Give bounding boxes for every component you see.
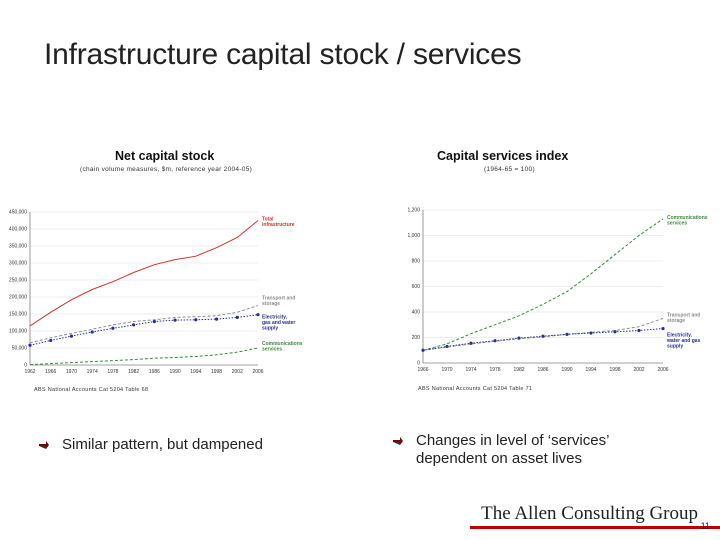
y-tick-label: 200 bbox=[412, 335, 421, 341]
x-tick-label: 2002 bbox=[232, 369, 243, 375]
x-tick-label: 1970 bbox=[441, 367, 452, 373]
bullet-arrow-icon bbox=[393, 437, 403, 445]
x-tick-label: 1998 bbox=[609, 367, 620, 373]
data-point-electricity-water-and-gas-supply bbox=[613, 330, 617, 334]
net-capital-stock-chart: 0 50,000 100,000 150,000 200,000 250,000 300,0… bbox=[9, 210, 303, 375]
right-chart-title: Capital services index bbox=[437, 149, 569, 163]
bullet-text: Similar pattern, but dampened bbox=[62, 436, 263, 453]
x-tick-label: 1974 bbox=[465, 367, 476, 373]
data-point-electricity-water-and-gas-supply bbox=[421, 348, 425, 352]
x-tick-label: 2002 bbox=[633, 367, 644, 373]
right-chart-subtitle: (1964-65 = 100) bbox=[484, 166, 535, 173]
y-tick-label: 300,000 bbox=[9, 261, 27, 267]
x-tick-label: 1966 bbox=[45, 369, 56, 375]
x-tick-label: 1974 bbox=[87, 369, 98, 375]
series-line-electricity-gas-and-water-supply bbox=[29, 314, 259, 346]
data-point-electricity-gas-and-water-supply bbox=[28, 343, 32, 347]
x-tick-label: 1994 bbox=[190, 369, 201, 375]
y-tick-label: 0 bbox=[417, 361, 420, 367]
data-point-electricity-water-and-gas-supply bbox=[589, 331, 593, 335]
data-point-electricity-gas-and-water-supply bbox=[194, 318, 198, 322]
x-tick-label: 1978 bbox=[489, 367, 500, 373]
x-tick-label: 1986 bbox=[149, 369, 160, 375]
x-tick-label: 2006 bbox=[657, 367, 668, 373]
x-tick-label: 1994 bbox=[585, 367, 596, 373]
x-tick-label: 1990 bbox=[561, 367, 572, 373]
data-point-electricity-water-and-gas-supply bbox=[565, 332, 569, 336]
y-tick-label: 200,000 bbox=[9, 295, 27, 301]
series-line-total-infrastructure bbox=[29, 220, 259, 327]
data-point-electricity-water-and-gas-supply bbox=[493, 339, 497, 343]
data-point-electricity-gas-and-water-supply bbox=[132, 323, 136, 327]
series-label-communications-services: Communications services bbox=[667, 215, 708, 227]
y-tick-label: 100,000 bbox=[9, 329, 27, 335]
series-label-electricity-gas-and-water-supply: Electricity, gas and water supply bbox=[262, 315, 295, 332]
bullet-left: Similar pattern, but dampened bbox=[38, 436, 338, 454]
bullet-text: Changes in level of ‘services’ dependent… bbox=[416, 432, 609, 467]
right-chart-source: ABS National Accounts Cat 5204 Table 71 bbox=[418, 386, 533, 392]
series-line-transport-and-storage bbox=[422, 317, 664, 351]
y-tick-label: 450,000 bbox=[9, 210, 27, 216]
data-point-electricity-gas-and-water-supply bbox=[152, 319, 156, 324]
data-point-electricity-gas-and-water-supply bbox=[69, 334, 74, 338]
series-line-communications-services bbox=[29, 347, 259, 366]
left-chart-subtitle: (chain volume measures, $m, reference ye… bbox=[80, 166, 253, 173]
x-tick-label: 2006 bbox=[252, 369, 263, 375]
series-line-communications-services bbox=[422, 218, 664, 351]
y-tick-label: 400 bbox=[412, 310, 421, 316]
y-tick-label: 350,000 bbox=[9, 244, 27, 250]
data-point-electricity-water-and-gas-supply bbox=[637, 328, 641, 333]
series-label-communications-services: Communications services bbox=[262, 341, 303, 353]
x-tick-label: 1998 bbox=[211, 369, 222, 375]
x-tick-label: 1962 bbox=[24, 369, 35, 375]
y-tick-label: 250,000 bbox=[9, 278, 27, 284]
left-chart-source: ABS National Accounts Cat 5204 Table 68 bbox=[34, 387, 149, 393]
page-number: 11 bbox=[700, 521, 710, 531]
x-tick-label: 1970 bbox=[66, 369, 77, 375]
series-label-electricity-water-and-gas-supply: Electricity, water and gas supply bbox=[666, 333, 701, 350]
series-line-transport-and-storage bbox=[29, 305, 259, 344]
data-point-electricity-gas-and-water-supply bbox=[173, 318, 177, 322]
capital-services-index-chart: 0 200 400 600 800 1,000 1,200 1966 1970 1974 1978 1… bbox=[407, 208, 708, 373]
data-point-electricity-water-and-gas-supply bbox=[469, 341, 473, 345]
data-point-electricity-gas-and-water-supply bbox=[256, 313, 260, 317]
brand-logo: The Allen Consulting Group bbox=[481, 503, 698, 524]
y-tick-label: 150,000 bbox=[9, 312, 27, 318]
data-point-electricity-water-and-gas-supply bbox=[661, 326, 665, 331]
y-tick-label: 800 bbox=[412, 259, 421, 265]
x-tick-label: 1982 bbox=[128, 369, 139, 375]
x-tick-label: 1978 bbox=[107, 369, 118, 375]
series-label-total-infrastructure: Total infrastructure bbox=[262, 217, 295, 229]
x-tick-label: 1966 bbox=[417, 367, 428, 373]
left-chart-title: Net capital stock bbox=[115, 149, 215, 163]
y-tick-label: 0 bbox=[24, 363, 27, 369]
y-tick-label: 1,000 bbox=[407, 233, 420, 239]
slide-title: Infrastructure capital stock / services bbox=[44, 38, 522, 71]
series-label-transport-and-storage: Transport and storage bbox=[262, 296, 295, 308]
y-tick-label: 400,000 bbox=[9, 227, 27, 233]
data-point-electricity-gas-and-water-supply bbox=[49, 338, 53, 343]
series-label-transport-and-storage: Transport and storage bbox=[667, 312, 700, 324]
data-point-electricity-water-and-gas-supply bbox=[541, 334, 545, 338]
data-point-electricity-gas-and-water-supply bbox=[235, 315, 239, 319]
data-point-electricity-water-and-gas-supply bbox=[445, 344, 449, 349]
y-tick-label: 50,000 bbox=[12, 346, 28, 352]
data-point-electricity-gas-and-water-supply bbox=[90, 330, 94, 334]
bullet-arrow-icon bbox=[39, 441, 49, 449]
bullet-right: Changes in level of ‘services’ dependent… bbox=[392, 432, 632, 468]
y-tick-label: 1,200 bbox=[407, 208, 420, 214]
y-tick-label: 600 bbox=[412, 284, 421, 290]
data-point-electricity-gas-and-water-supply bbox=[111, 326, 115, 330]
x-tick-label: 1982 bbox=[513, 367, 524, 373]
brand-underline bbox=[470, 526, 720, 529]
data-point-electricity-gas-and-water-supply bbox=[214, 317, 219, 321]
x-tick-label: 1986 bbox=[537, 367, 548, 373]
x-tick-label: 1990 bbox=[170, 369, 181, 375]
data-point-electricity-water-and-gas-supply bbox=[517, 336, 521, 340]
series-line-electricity-water-and-gas-supply bbox=[422, 328, 664, 351]
